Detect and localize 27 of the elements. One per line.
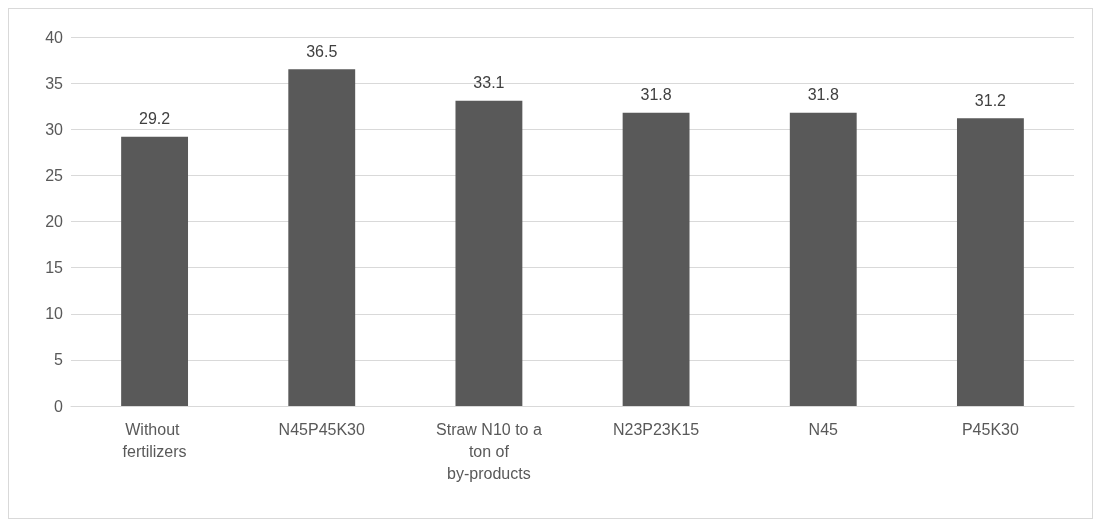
data-label: 31.8 bbox=[640, 86, 672, 104]
bar bbox=[622, 112, 690, 406]
data-label: 36.5 bbox=[306, 42, 338, 60]
x-tick-label: N23P23K15 bbox=[612, 420, 700, 438]
y-tick-label: 5 bbox=[54, 351, 64, 369]
bar bbox=[121, 136, 189, 406]
x-tick-label: N45P45K30 bbox=[278, 420, 365, 438]
x-tick-label: Without fertilizers bbox=[122, 420, 187, 460]
y-tick-label: 30 bbox=[45, 120, 64, 138]
bar bbox=[789, 112, 857, 406]
y-tick-label: 10 bbox=[45, 305, 64, 323]
data-label: 29.2 bbox=[139, 110, 171, 128]
data-label: 33.1 bbox=[473, 74, 505, 92]
x-tick-label: Straw N10 to a ton of by-products bbox=[436, 420, 542, 482]
x-tick-label: P45K30 bbox=[961, 420, 1019, 438]
y-tick-label: 20 bbox=[45, 213, 64, 230]
y-tick-label: 0 bbox=[54, 397, 64, 415]
y-tick-label: 15 bbox=[45, 259, 64, 277]
data-label: 31.2 bbox=[974, 91, 1007, 109]
bar bbox=[956, 118, 1024, 406]
bar bbox=[288, 69, 356, 406]
y-tick-label: 35 bbox=[45, 74, 64, 92]
data-label: 31.8 bbox=[807, 86, 839, 104]
x-tick-label: N45 bbox=[808, 420, 839, 438]
y-tick-label: 25 bbox=[45, 166, 64, 184]
y-tick-label: 40 bbox=[45, 28, 64, 46]
bar bbox=[455, 100, 523, 406]
